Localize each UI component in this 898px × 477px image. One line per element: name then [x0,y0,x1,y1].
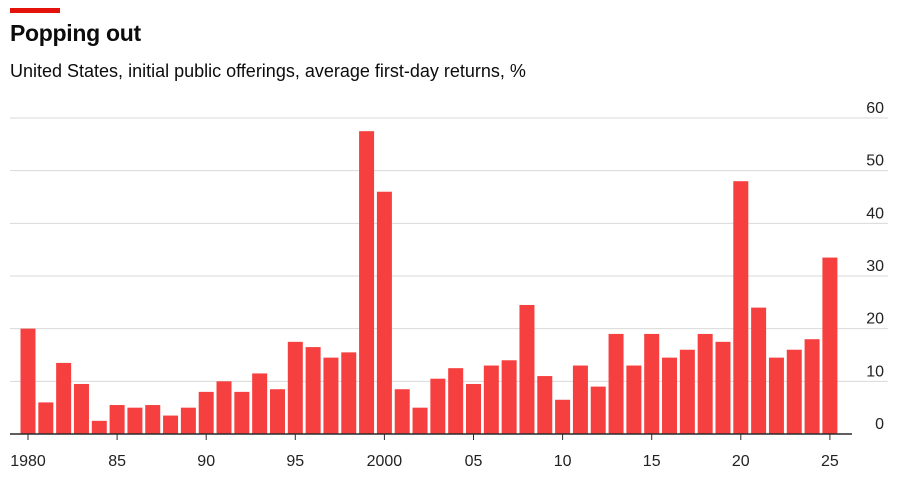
bar-2024 [804,339,820,434]
chart-title: Popping out [10,20,141,46]
y-tick-label: 20 [866,311,884,328]
bar-1985 [109,405,125,434]
bar-2014 [626,365,642,434]
x-tick-label: 05 [465,453,483,470]
y-tick-label: 10 [866,363,884,380]
bar-2013 [608,333,624,434]
bar-1996 [305,347,321,434]
bars [20,131,838,434]
bar-1981 [38,402,54,434]
bar-1993 [252,373,268,434]
y-tick-label: 60 [866,100,884,117]
bar-1980 [20,328,36,434]
bar-1983 [73,383,89,434]
bar-2000 [376,191,392,434]
bar-2003 [430,378,446,434]
bar-1998 [341,352,357,434]
y-tick-label: 50 [866,153,884,170]
bar-2020 [733,181,749,434]
bar-2015 [644,333,660,434]
x-tick-label: 2000 [367,453,403,470]
bar-2023 [786,349,802,434]
bar-1987 [145,405,161,434]
bar-2017 [679,349,695,434]
bar-2006 [483,365,499,434]
x-tick-label: 1980 [10,453,46,470]
bar-1986 [127,407,143,434]
bar-1988 [163,415,179,434]
bar-1999 [359,131,375,434]
bar-2021 [751,307,767,434]
bar-1994 [269,389,285,434]
bar-2025 [822,257,838,434]
bar-2001 [394,389,410,434]
bar-2004 [448,368,464,434]
x-tick-label: 20 [732,453,750,470]
x-tick-label: 85 [108,453,126,470]
bar-2008 [519,304,535,434]
bar-1990 [198,391,214,434]
x-tick-label: 10 [554,453,572,470]
bar-2011 [572,365,588,434]
x-tick-label: 90 [197,453,215,470]
bar-2022 [768,357,784,434]
x-tick-label: 15 [643,453,661,470]
bar-2016 [662,357,678,434]
bar-2009 [537,376,553,434]
y-axis-labels: 0 10 20 30 40 50 60 [866,100,884,433]
brand-rule [10,8,60,13]
bar-2019 [715,341,731,434]
y-tick-label: 0 [875,416,884,433]
bar-2010 [555,399,571,434]
bar-1984 [91,420,107,434]
bar-2007 [501,360,517,434]
x-axis: 1980 85 90 95 2000 05 10 15 20 25 [10,433,852,470]
x-tick-label: 95 [286,453,304,470]
bar-1991 [216,381,232,434]
bar-2002 [412,407,428,434]
bar-2018 [697,333,713,434]
x-tick-label: 25 [821,453,839,470]
y-tick-label: 30 [866,258,884,275]
bar-1982 [56,362,72,434]
bar-1992 [234,391,250,434]
bar-1989 [180,407,196,434]
bar-2012 [590,386,606,434]
bar-2005 [466,383,481,434]
bar-1997 [323,357,339,434]
y-tick-label: 40 [866,205,884,222]
chart-subtitle: United States, initial public offerings,… [10,61,526,81]
bar-1995 [287,341,303,434]
